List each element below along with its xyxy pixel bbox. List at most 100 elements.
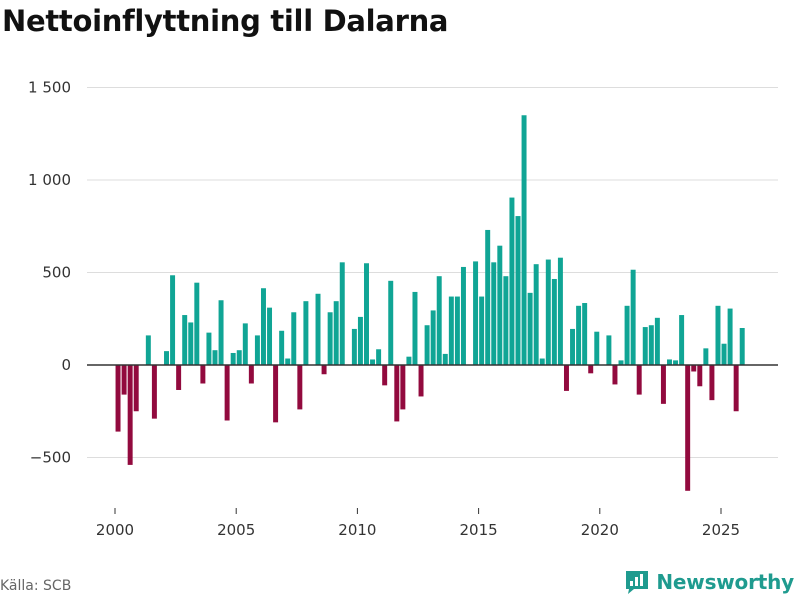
bar <box>321 365 327 375</box>
bar <box>260 288 266 365</box>
bar <box>563 365 569 391</box>
bar <box>418 365 424 397</box>
bar <box>424 325 430 365</box>
bar <box>582 303 588 365</box>
x-tick-label: 2015 <box>460 521 498 539</box>
bar <box>327 312 333 365</box>
bar <box>285 358 291 365</box>
bar <box>503 276 509 365</box>
bar <box>151 365 157 419</box>
bar <box>527 292 533 365</box>
y-tick-label: 1 500 <box>28 79 71 97</box>
bar <box>667 359 672 365</box>
bar <box>194 282 200 365</box>
bar <box>654 317 660 365</box>
bar <box>721 343 727 365</box>
bar <box>376 349 382 365</box>
bar <box>394 365 400 422</box>
bar <box>267 307 273 365</box>
bar <box>539 358 545 365</box>
bar <box>660 365 666 404</box>
bar <box>576 305 582 365</box>
bar <box>551 278 557 365</box>
bar <box>545 259 551 365</box>
bar <box>291 312 297 365</box>
x-axis-ticks: 2000 2005 2010 2015 2020 2025 <box>96 508 740 539</box>
bar <box>479 296 485 365</box>
bar <box>588 365 594 374</box>
bar <box>382 365 388 386</box>
x-tick-label: 2020 <box>581 521 619 539</box>
bar <box>303 301 309 365</box>
bar <box>315 293 321 365</box>
bar <box>339 262 345 365</box>
bar <box>127 365 133 465</box>
bar <box>236 350 242 365</box>
bar <box>170 275 176 365</box>
bar <box>297 365 303 410</box>
bar <box>648 325 654 365</box>
y-tick-label: −500 <box>30 449 71 467</box>
bar <box>685 365 691 491</box>
bar <box>388 280 394 365</box>
bar <box>115 365 121 432</box>
bar <box>430 310 436 365</box>
bar <box>691 365 697 372</box>
y-tick-label: 500 <box>42 264 71 282</box>
bar <box>351 328 357 365</box>
bar <box>624 305 630 365</box>
bar <box>739 328 745 365</box>
bar <box>618 360 624 366</box>
bar <box>370 359 376 365</box>
bar <box>230 352 236 365</box>
bar <box>509 197 515 365</box>
bar <box>630 269 636 365</box>
bar <box>436 276 442 365</box>
bar <box>133 365 139 412</box>
bar <box>673 360 679 366</box>
bar <box>248 365 254 384</box>
x-tick-label: 2005 <box>217 521 255 539</box>
y-tick-label: 1 000 <box>28 171 71 189</box>
bar <box>164 351 169 366</box>
bar <box>460 266 466 365</box>
bar <box>412 291 418 365</box>
bar <box>497 245 503 365</box>
bar <box>242 323 248 366</box>
bar <box>442 353 448 365</box>
bar <box>715 305 721 365</box>
bars <box>115 115 745 491</box>
newsworthy-logo-icon <box>626 571 649 594</box>
bar <box>182 315 188 365</box>
brand-name: Newsworthy <box>656 570 794 594</box>
bar <box>557 257 563 365</box>
bar <box>521 115 527 365</box>
bar <box>636 365 642 395</box>
bar <box>121 365 127 395</box>
bar <box>454 296 460 365</box>
y-tick-label: 0 <box>61 356 71 374</box>
bar <box>485 229 491 365</box>
bar <box>448 296 454 365</box>
bar <box>709 365 715 401</box>
brand-logo[interactable]: Newsworthy <box>624 569 794 595</box>
bar <box>176 365 182 390</box>
bar <box>206 332 212 366</box>
bar <box>400 365 406 410</box>
x-tick-label: 2025 <box>702 521 740 539</box>
y-axis-ticks: −500 0 500 1 000 1 500 <box>28 79 71 467</box>
chart-title: Nettoinflyttning till Dalarna <box>2 4 449 38</box>
bar <box>606 335 612 365</box>
bar <box>364 263 369 365</box>
bar <box>697 365 703 387</box>
bar <box>212 350 218 365</box>
bar <box>679 315 685 365</box>
bar <box>273 365 279 423</box>
bar <box>200 365 206 384</box>
x-tick-label: 2000 <box>96 521 134 539</box>
bar <box>594 331 600 365</box>
bar <box>473 261 479 365</box>
bar <box>642 327 648 365</box>
bar <box>188 322 194 365</box>
bar <box>279 330 285 365</box>
